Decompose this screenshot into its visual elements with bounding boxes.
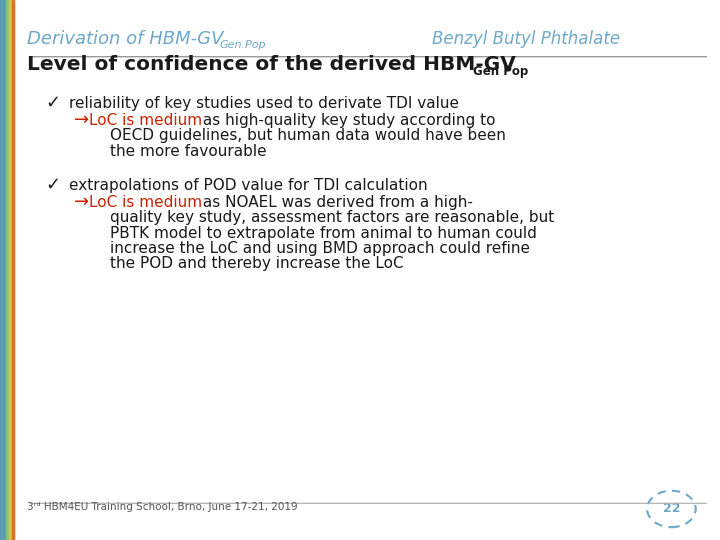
Text: ✓: ✓ [45, 94, 60, 112]
Text: OECD guidelines, but human data would have been: OECD guidelines, but human data would ha… [110, 129, 506, 144]
Text: extrapolations of POD value for TDI calculation: extrapolations of POD value for TDI calc… [69, 178, 428, 193]
Text: Gen Pop: Gen Pop [473, 64, 528, 78]
Text: Derivation of HBM-GV: Derivation of HBM-GV [27, 30, 224, 48]
Text: LoC is medium: LoC is medium [89, 113, 202, 129]
Text: 3ʳᵈ HBM4EU Training School, Brno, June 17-21, 2019: 3ʳᵈ HBM4EU Training School, Brno, June 1… [27, 502, 298, 512]
Text: the more favourable: the more favourable [110, 144, 267, 159]
Text: increase the LoC and using BMD approach could refine: increase the LoC and using BMD approach … [110, 241, 530, 256]
Text: the POD and thereby increase the LoC: the POD and thereby increase the LoC [110, 256, 404, 271]
Text: ✓: ✓ [45, 176, 60, 194]
Text: Gen.Pop: Gen.Pop [220, 39, 266, 50]
Text: 22: 22 [662, 502, 680, 516]
Text: reliability of key studies used to derivate TDI value: reliability of key studies used to deriv… [69, 96, 459, 111]
Text: →: → [74, 111, 89, 129]
Text: quality key study, assessment factors are reasonable, but: quality key study, assessment factors ar… [110, 211, 554, 226]
Text: Level of confidence of the derived HBM-GV: Level of confidence of the derived HBM-G… [27, 55, 516, 74]
Text: →: → [74, 193, 89, 211]
Text: as NOAEL was derived from a high-: as NOAEL was derived from a high- [198, 195, 473, 211]
Text: as high-quality key study according to: as high-quality key study according to [198, 113, 495, 129]
Text: LoC is medium: LoC is medium [89, 195, 202, 211]
Text: Benzyl Butyl Phthalate: Benzyl Butyl Phthalate [432, 30, 620, 48]
Text: PBTK model to extrapolate from animal to human could: PBTK model to extrapolate from animal to… [110, 226, 537, 241]
